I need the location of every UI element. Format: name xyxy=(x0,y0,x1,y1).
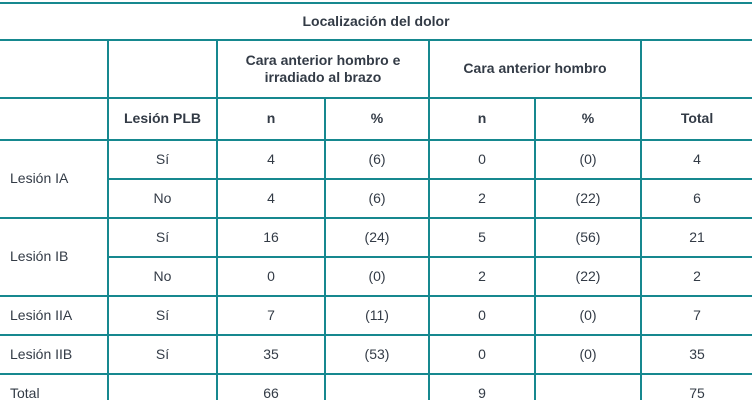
cell-plb: Sí xyxy=(107,334,218,375)
cell-pct2: (0) xyxy=(534,334,642,375)
empty-header-cell xyxy=(639,39,752,99)
cell-plb: No xyxy=(108,178,218,219)
row-label-lesion-ib: Lesión IB xyxy=(0,217,109,297)
table-title: Localización del dolor xyxy=(0,2,752,41)
cell-pct2: (22) xyxy=(534,256,642,297)
table-row: Lesión IB Sí 16 (24) 5 (56) 21 xyxy=(0,217,752,297)
empty-corner-cell xyxy=(0,39,109,99)
cell-empty xyxy=(534,373,642,400)
cell-pct1: (53) xyxy=(324,334,430,375)
cell-total-n1: 66 xyxy=(216,373,326,400)
cell-n2: 0 xyxy=(428,334,536,375)
table-row: No 0 (0) 2 (22) 2 xyxy=(0,256,752,297)
cell-n1: 16 xyxy=(216,217,326,258)
cell-pct2: (22) xyxy=(534,178,642,219)
empty-header-cell xyxy=(107,39,218,99)
cell-n1: 7 xyxy=(216,295,326,336)
table-row: No 4 (6) 2 (22) 6 xyxy=(0,178,752,219)
cell-n1: 4 xyxy=(216,139,326,180)
cell-total: 6 xyxy=(639,178,752,219)
row-label-lesion-ia: Lesión IA xyxy=(0,139,109,219)
table-row: Lesión IIB Sí 35 (53) 0 (0) 35 xyxy=(0,334,752,375)
cell-empty xyxy=(324,373,430,400)
cell-n2: 0 xyxy=(428,295,536,336)
column-group-anterior-irradiado: Cara anterior hombro e irradiado al braz… xyxy=(216,39,430,99)
cell-plb: Sí xyxy=(107,295,218,336)
cell-n2: 5 xyxy=(428,217,536,258)
empty-subheader-cell xyxy=(0,97,109,141)
cell-n1: 4 xyxy=(216,178,326,219)
cell-plb: No xyxy=(108,256,218,297)
row-label-lesion-iia: Lesión IIA xyxy=(0,295,109,336)
column-header-lesion-plb: Lesión PLB xyxy=(107,97,218,141)
group-header-row: Cara anterior hombro e irradiado al braz… xyxy=(0,39,752,99)
cell-total: 2 xyxy=(639,256,752,297)
cell-pct1: (0) xyxy=(324,256,430,297)
cell-pct1: (6) xyxy=(324,178,430,219)
subheader-row: Lesión PLB n % n % Total xyxy=(0,97,752,141)
cell-pct1: (24) xyxy=(324,217,430,258)
cell-total: 7 xyxy=(639,295,752,336)
cell-n1: 0 xyxy=(216,256,326,297)
column-header-pct2: % xyxy=(534,97,642,141)
cell-n1: 35 xyxy=(216,334,326,375)
cell-n2: 2 xyxy=(428,256,536,297)
row-label-total: Total xyxy=(0,373,109,400)
table-row: Lesión IA Sí 4 (6) 0 (0) 4 xyxy=(0,139,752,219)
cell-pct1: (11) xyxy=(324,295,430,336)
total-row: Total 66 9 75 xyxy=(0,373,752,400)
cell-pct1: (6) xyxy=(324,139,430,180)
cell-total: 21 xyxy=(639,217,752,258)
column-header-n2: n xyxy=(428,97,536,141)
table-title-row: Localización del dolor xyxy=(0,2,752,41)
cell-pct2: (56) xyxy=(534,217,642,258)
column-header-pct1: % xyxy=(324,97,430,141)
table-row: Lesión IIA Sí 7 (11) 0 (0) 7 xyxy=(0,295,752,336)
cell-plb: Sí xyxy=(107,217,218,258)
column-header-total: Total xyxy=(639,97,752,141)
cell-pct2: (0) xyxy=(534,139,642,180)
cell-empty xyxy=(107,373,218,400)
row-label-lesion-iib: Lesión IIB xyxy=(0,334,109,375)
cell-n2: 2 xyxy=(428,178,536,219)
cell-total: 35 xyxy=(639,334,752,375)
cell-total-n2: 9 xyxy=(428,373,536,400)
cell-plb: Sí xyxy=(107,139,218,180)
column-header-n1: n xyxy=(216,97,326,141)
cell-total: 4 xyxy=(639,139,752,180)
cell-n2: 0 xyxy=(428,139,536,180)
column-group-anterior: Cara anterior hombro xyxy=(428,39,642,99)
cell-pct2: (0) xyxy=(534,295,642,336)
cell-grand-total: 75 xyxy=(639,373,752,400)
